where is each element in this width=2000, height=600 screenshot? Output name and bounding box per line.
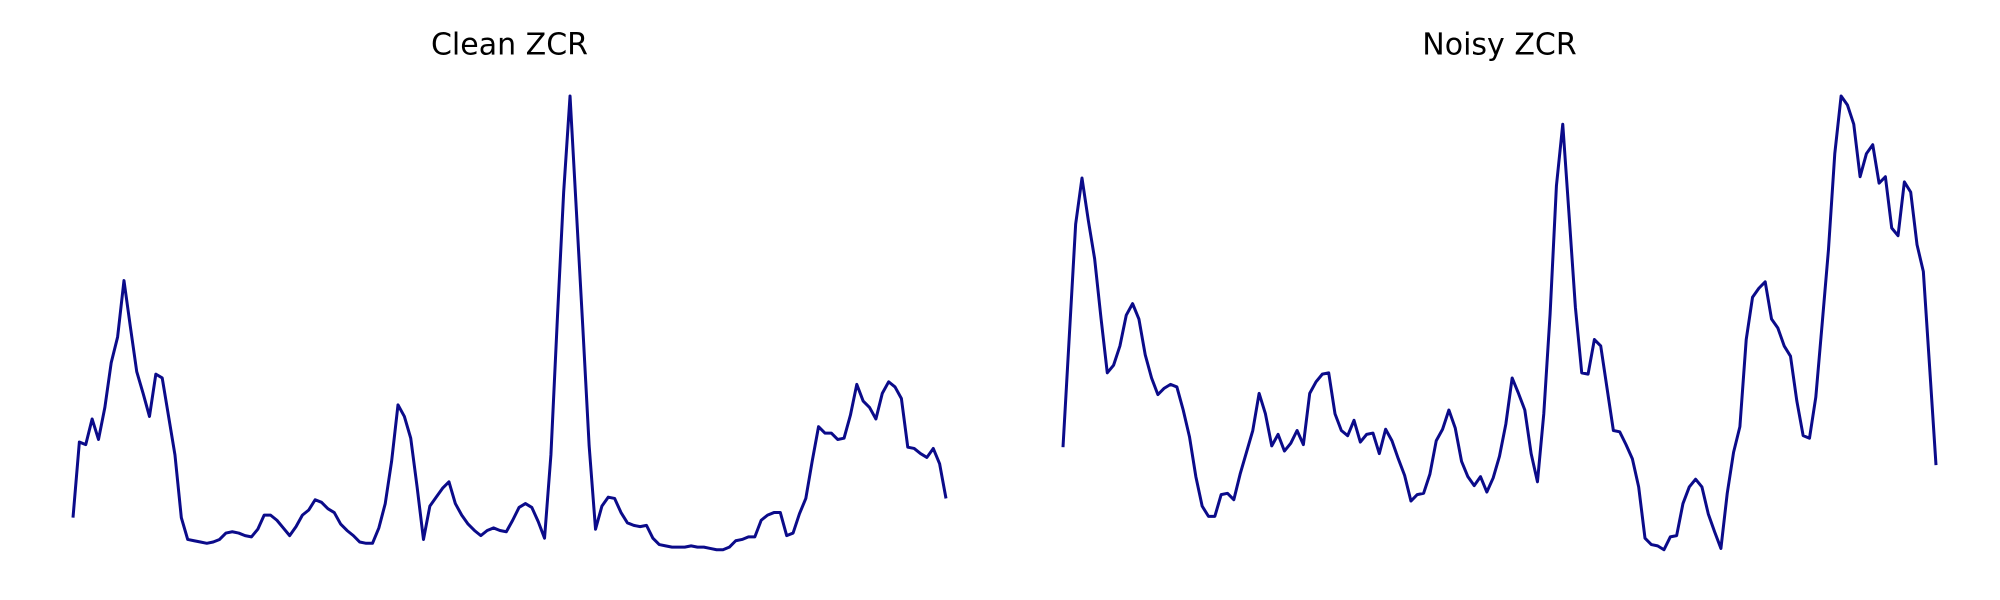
- chart-title: Clean ZCR: [431, 28, 588, 63]
- zcr-line: [71, 94, 948, 552]
- zcr-line: [1061, 94, 1938, 552]
- chart-title: Noisy ZCR: [1422, 28, 1576, 63]
